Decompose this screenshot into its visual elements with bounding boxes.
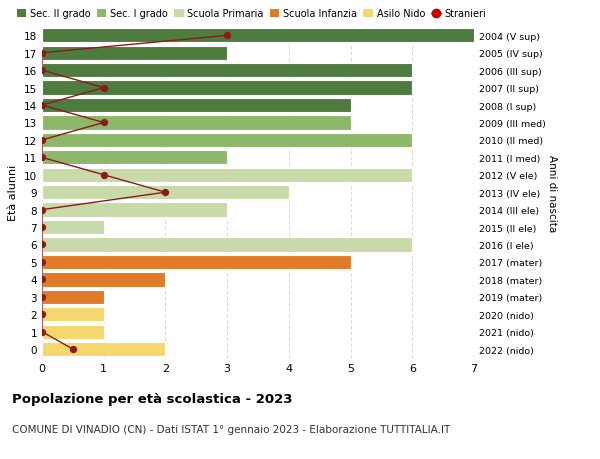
Point xyxy=(37,241,47,249)
Point xyxy=(37,293,47,301)
Bar xyxy=(42,238,412,252)
Bar xyxy=(42,342,166,357)
Point xyxy=(68,346,77,353)
Bar xyxy=(42,185,289,200)
Point xyxy=(99,119,109,127)
Bar xyxy=(42,273,166,287)
Point xyxy=(161,189,170,196)
Point xyxy=(37,137,47,144)
Bar xyxy=(42,46,227,61)
Point xyxy=(37,259,47,266)
Bar xyxy=(42,134,412,148)
Bar xyxy=(42,220,104,235)
Y-axis label: Età alunni: Età alunni xyxy=(8,165,19,221)
Bar xyxy=(42,168,412,183)
Point xyxy=(37,311,47,318)
Point xyxy=(99,85,109,92)
Point xyxy=(223,33,232,40)
Point xyxy=(37,50,47,57)
Bar xyxy=(42,81,412,95)
Point xyxy=(37,207,47,214)
Point xyxy=(37,102,47,110)
Bar xyxy=(42,99,350,113)
Text: Popolazione per età scolastica - 2023: Popolazione per età scolastica - 2023 xyxy=(12,392,293,405)
Y-axis label: Anni di nascita: Anni di nascita xyxy=(547,154,557,231)
Point xyxy=(37,224,47,231)
Point xyxy=(37,154,47,162)
Bar xyxy=(42,290,104,304)
Point xyxy=(37,328,47,336)
Point xyxy=(37,276,47,283)
Bar xyxy=(42,203,227,217)
Bar xyxy=(42,64,412,78)
Bar xyxy=(42,308,104,322)
Text: COMUNE DI VINADIO (CN) - Dati ISTAT 1° gennaio 2023 - Elaborazione TUTTITALIA.IT: COMUNE DI VINADIO (CN) - Dati ISTAT 1° g… xyxy=(12,425,450,435)
Point xyxy=(99,172,109,179)
Bar xyxy=(42,325,104,339)
Bar xyxy=(42,29,474,43)
Bar xyxy=(42,151,227,165)
Bar xyxy=(42,255,350,269)
Legend: Sec. II grado, Sec. I grado, Scuola Primaria, Scuola Infanzia, Asilo Nido, Stran: Sec. II grado, Sec. I grado, Scuola Prim… xyxy=(17,9,487,19)
Point xyxy=(37,67,47,75)
Bar xyxy=(42,116,350,130)
